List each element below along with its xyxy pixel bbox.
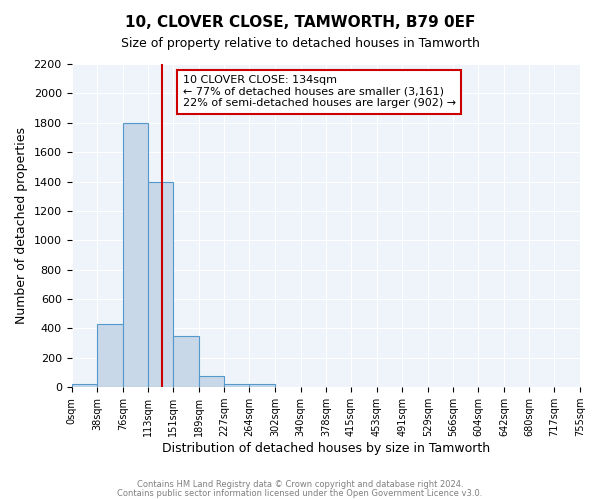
Bar [123,123,148,387]
Bar [173,336,199,387]
Text: Contains HM Land Registry data © Crown copyright and database right 2024.: Contains HM Land Registry data © Crown c… [137,480,463,489]
Text: 10, CLOVER CLOSE, TAMWORTH, B79 0EF: 10, CLOVER CLOSE, TAMWORTH, B79 0EF [125,15,475,30]
Bar [148,182,173,387]
Y-axis label: Number of detached properties: Number of detached properties [15,127,28,324]
Bar [71,384,97,387]
Bar [97,324,123,387]
Bar [250,384,275,387]
Text: Size of property relative to detached houses in Tamworth: Size of property relative to detached ho… [121,38,479,51]
Bar [199,376,224,387]
Text: Contains public sector information licensed under the Open Government Licence v3: Contains public sector information licen… [118,488,482,498]
Bar [224,384,250,387]
X-axis label: Distribution of detached houses by size in Tamworth: Distribution of detached houses by size … [162,442,490,455]
Text: 10 CLOVER CLOSE: 134sqm
← 77% of detached houses are smaller (3,161)
22% of semi: 10 CLOVER CLOSE: 134sqm ← 77% of detache… [182,75,456,108]
